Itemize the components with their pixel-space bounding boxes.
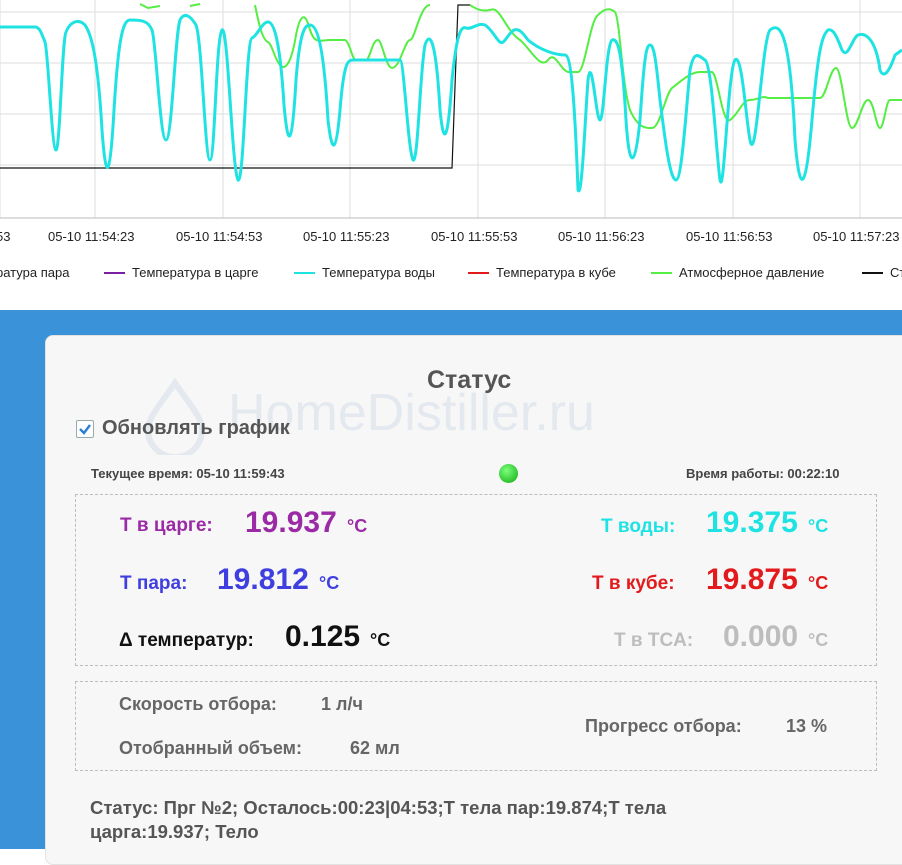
progress-value: 13 % (786, 716, 828, 736)
legend-swatch (862, 271, 883, 274)
x-tick-label: 05-10 11:56:23 (558, 229, 645, 244)
status-line-2: царга:19.937; Тело (90, 821, 259, 842)
legend-item[interactable]: Ст (862, 265, 902, 280)
checkbox-box[interactable] (76, 419, 94, 438)
tsarga-value: 19.937 (245, 506, 337, 539)
temperatures-box (75, 494, 877, 666)
status-line-1: Статус: Прг №2; Осталось:00:23|04:53;Т т… (90, 797, 667, 818)
update-chart-checkbox[interactable]: Обновлять график (76, 417, 290, 440)
series-black-line (0, 4, 470, 169)
legend-swatch (104, 271, 125, 274)
chart-area: 53 05-10 11:54:23 05-10 11:54:53 05-10 11:5… (0, 0, 902, 310)
chart-legend: ратура пара Температура в царге Температур… (0, 265, 902, 285)
legend-label: Ст (890, 265, 902, 280)
selection-box (75, 681, 877, 771)
drop-icon (144, 377, 206, 455)
kub-unit: °C (808, 573, 829, 593)
watermark-logo: HomeDistiller.ru (140, 375, 700, 465)
update-chart-label: Обновлять график (102, 417, 290, 439)
progress-label: Прогресс отбора: (585, 716, 742, 736)
speed-label: Скорость отбора: (119, 694, 277, 714)
tsa-value: 0.000 (723, 620, 799, 653)
x-tick-label: 05-10 11:57:23 (813, 229, 900, 244)
kub-value: 19.875 (706, 563, 798, 596)
volume-label: Отобранный объем: (119, 738, 302, 758)
steam-label: Т пара: (120, 573, 188, 594)
legend-swatch (468, 271, 489, 274)
line-chart (0, 0, 902, 219)
speed-value: 1 л/ч (321, 694, 363, 714)
water-unit: °C (808, 516, 829, 536)
current-time: Текущее время: 05-10 11:59:43 (91, 466, 285, 481)
tsarga-label: Т в царге: (120, 515, 213, 536)
legend-swatch (651, 271, 672, 274)
x-tick-label: 05-10 11:56:53 (686, 229, 773, 244)
steam-value: 19.812 (217, 563, 309, 596)
uptime: Время работы: 00:22:10 (686, 466, 840, 481)
legend-item[interactable]: Температура в царге (104, 265, 258, 280)
legend-label: Температура в царге (132, 265, 259, 280)
delta-label: Δ температур: (119, 630, 254, 651)
tsa-unit: °C (808, 630, 829, 650)
legend-label: Температура воды (322, 265, 435, 280)
legend-item[interactable]: Температура в кубе (468, 265, 616, 280)
tsarga-unit: °C (347, 516, 368, 536)
water-value: 19.375 (706, 506, 798, 539)
delta-unit: °C (370, 630, 391, 650)
series-water-line (0, 13, 902, 193)
legend-item[interactable]: ратура пара (0, 265, 69, 280)
water-label: Т воды: (601, 516, 676, 537)
legend-item[interactable]: Температура воды (294, 265, 435, 280)
x-tick-label: 05-10 11:54:23 (48, 229, 135, 244)
status-indicator-dot (499, 464, 518, 483)
steam-unit: °C (319, 573, 340, 593)
x-tick-label: 05-10 11:55:23 (303, 229, 390, 244)
volume-value: 62 мл (350, 738, 400, 758)
legend-label: ратура пара (0, 265, 70, 280)
x-tick-label: 05-10 11:54:53 (176, 229, 263, 244)
checkmark-icon (79, 423, 91, 435)
legend-label: Температура в кубе (496, 265, 616, 280)
status-card (45, 335, 902, 865)
legend-swatch (294, 271, 315, 274)
x-tick-label: 05-10 11:55:53 (431, 229, 518, 244)
legend-label: Атмосферное давление (679, 265, 825, 280)
status-title: Статус (427, 366, 512, 394)
series-pressure-line (139, 3, 902, 130)
kub-label: Т в кубе: (592, 573, 675, 594)
delta-value: 0.125 (285, 620, 361, 653)
x-tick-label: 53 (0, 229, 11, 244)
legend-item[interactable]: Атмосферное давление (651, 265, 824, 280)
tsa-label: Т в TCA: (614, 630, 694, 651)
watermark-text: HomeDistiller.ru (228, 384, 595, 442)
